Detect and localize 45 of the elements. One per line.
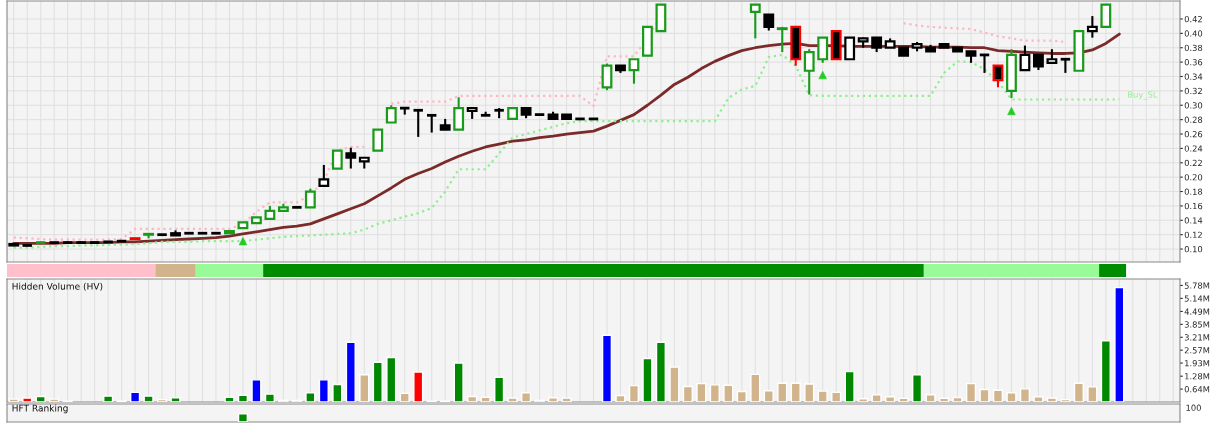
y-tick-label: 5.14M [1184,295,1210,302]
y-tick-label: 0.28 [1184,116,1203,123]
y-tick-label: 3.85M [1184,321,1210,328]
y-tick-label: 0.18 [1184,188,1203,195]
chart-title: HFT Ranking [12,404,68,414]
candlestick [1019,44,1031,72]
candlestick [776,25,788,54]
candlestick [628,58,640,85]
y-tick-label: 0.42 [1184,15,1202,23]
candlestick [453,96,465,131]
y-tick-label: 1.93M [1185,360,1210,367]
y-tick-label: 0.40 [1184,30,1203,37]
y-tick-label: 0.12 [1184,231,1202,238]
candlestick [345,146,357,170]
annotation: Buy_SL [1128,91,1158,100]
y-tick-label: 0.38 [1184,44,1203,52]
y-tick-label: 0.34 [1184,73,1203,80]
candlestick [304,187,316,209]
y-tick-label: 0.36 [1184,59,1203,66]
candlestick [412,108,425,138]
candlestick [992,64,1004,89]
y-tick-label: 0.26 [1184,131,1203,138]
y-tick-label: 1.28M [1185,373,1210,380]
candlestick [372,128,384,152]
y-tick-label: 0.64M [1184,386,1210,393]
y-tick-label: 0.10 [1184,246,1203,253]
y-tick-label: 3.21M [1184,334,1210,341]
candlestick [1086,15,1098,39]
y-tick-label: 2.57M [1184,347,1210,354]
text: 100 [1186,404,1201,411]
candlestick [318,163,330,187]
candlestick [817,36,829,64]
y-tick-label: 0.14 [1184,217,1203,224]
y-tick-label: 0.16 [1184,202,1203,210]
y-tick-label: 0.22 [1184,159,1202,167]
candlestick [844,36,856,61]
candlestick [803,48,815,96]
y-tick-label: 5.78M [1184,282,1210,289]
y-tick-label: 0.24 [1184,145,1203,152]
candlestick [601,62,613,92]
chart-title: Hidden Volume (HV) [12,282,103,291]
y-tick-label: 0.20 [1184,174,1203,181]
y-tick-label: 0.30 [1184,102,1203,109]
y-tick-label: 0.32 [1184,87,1202,95]
y-tick-label: 4.49M [1184,308,1210,315]
